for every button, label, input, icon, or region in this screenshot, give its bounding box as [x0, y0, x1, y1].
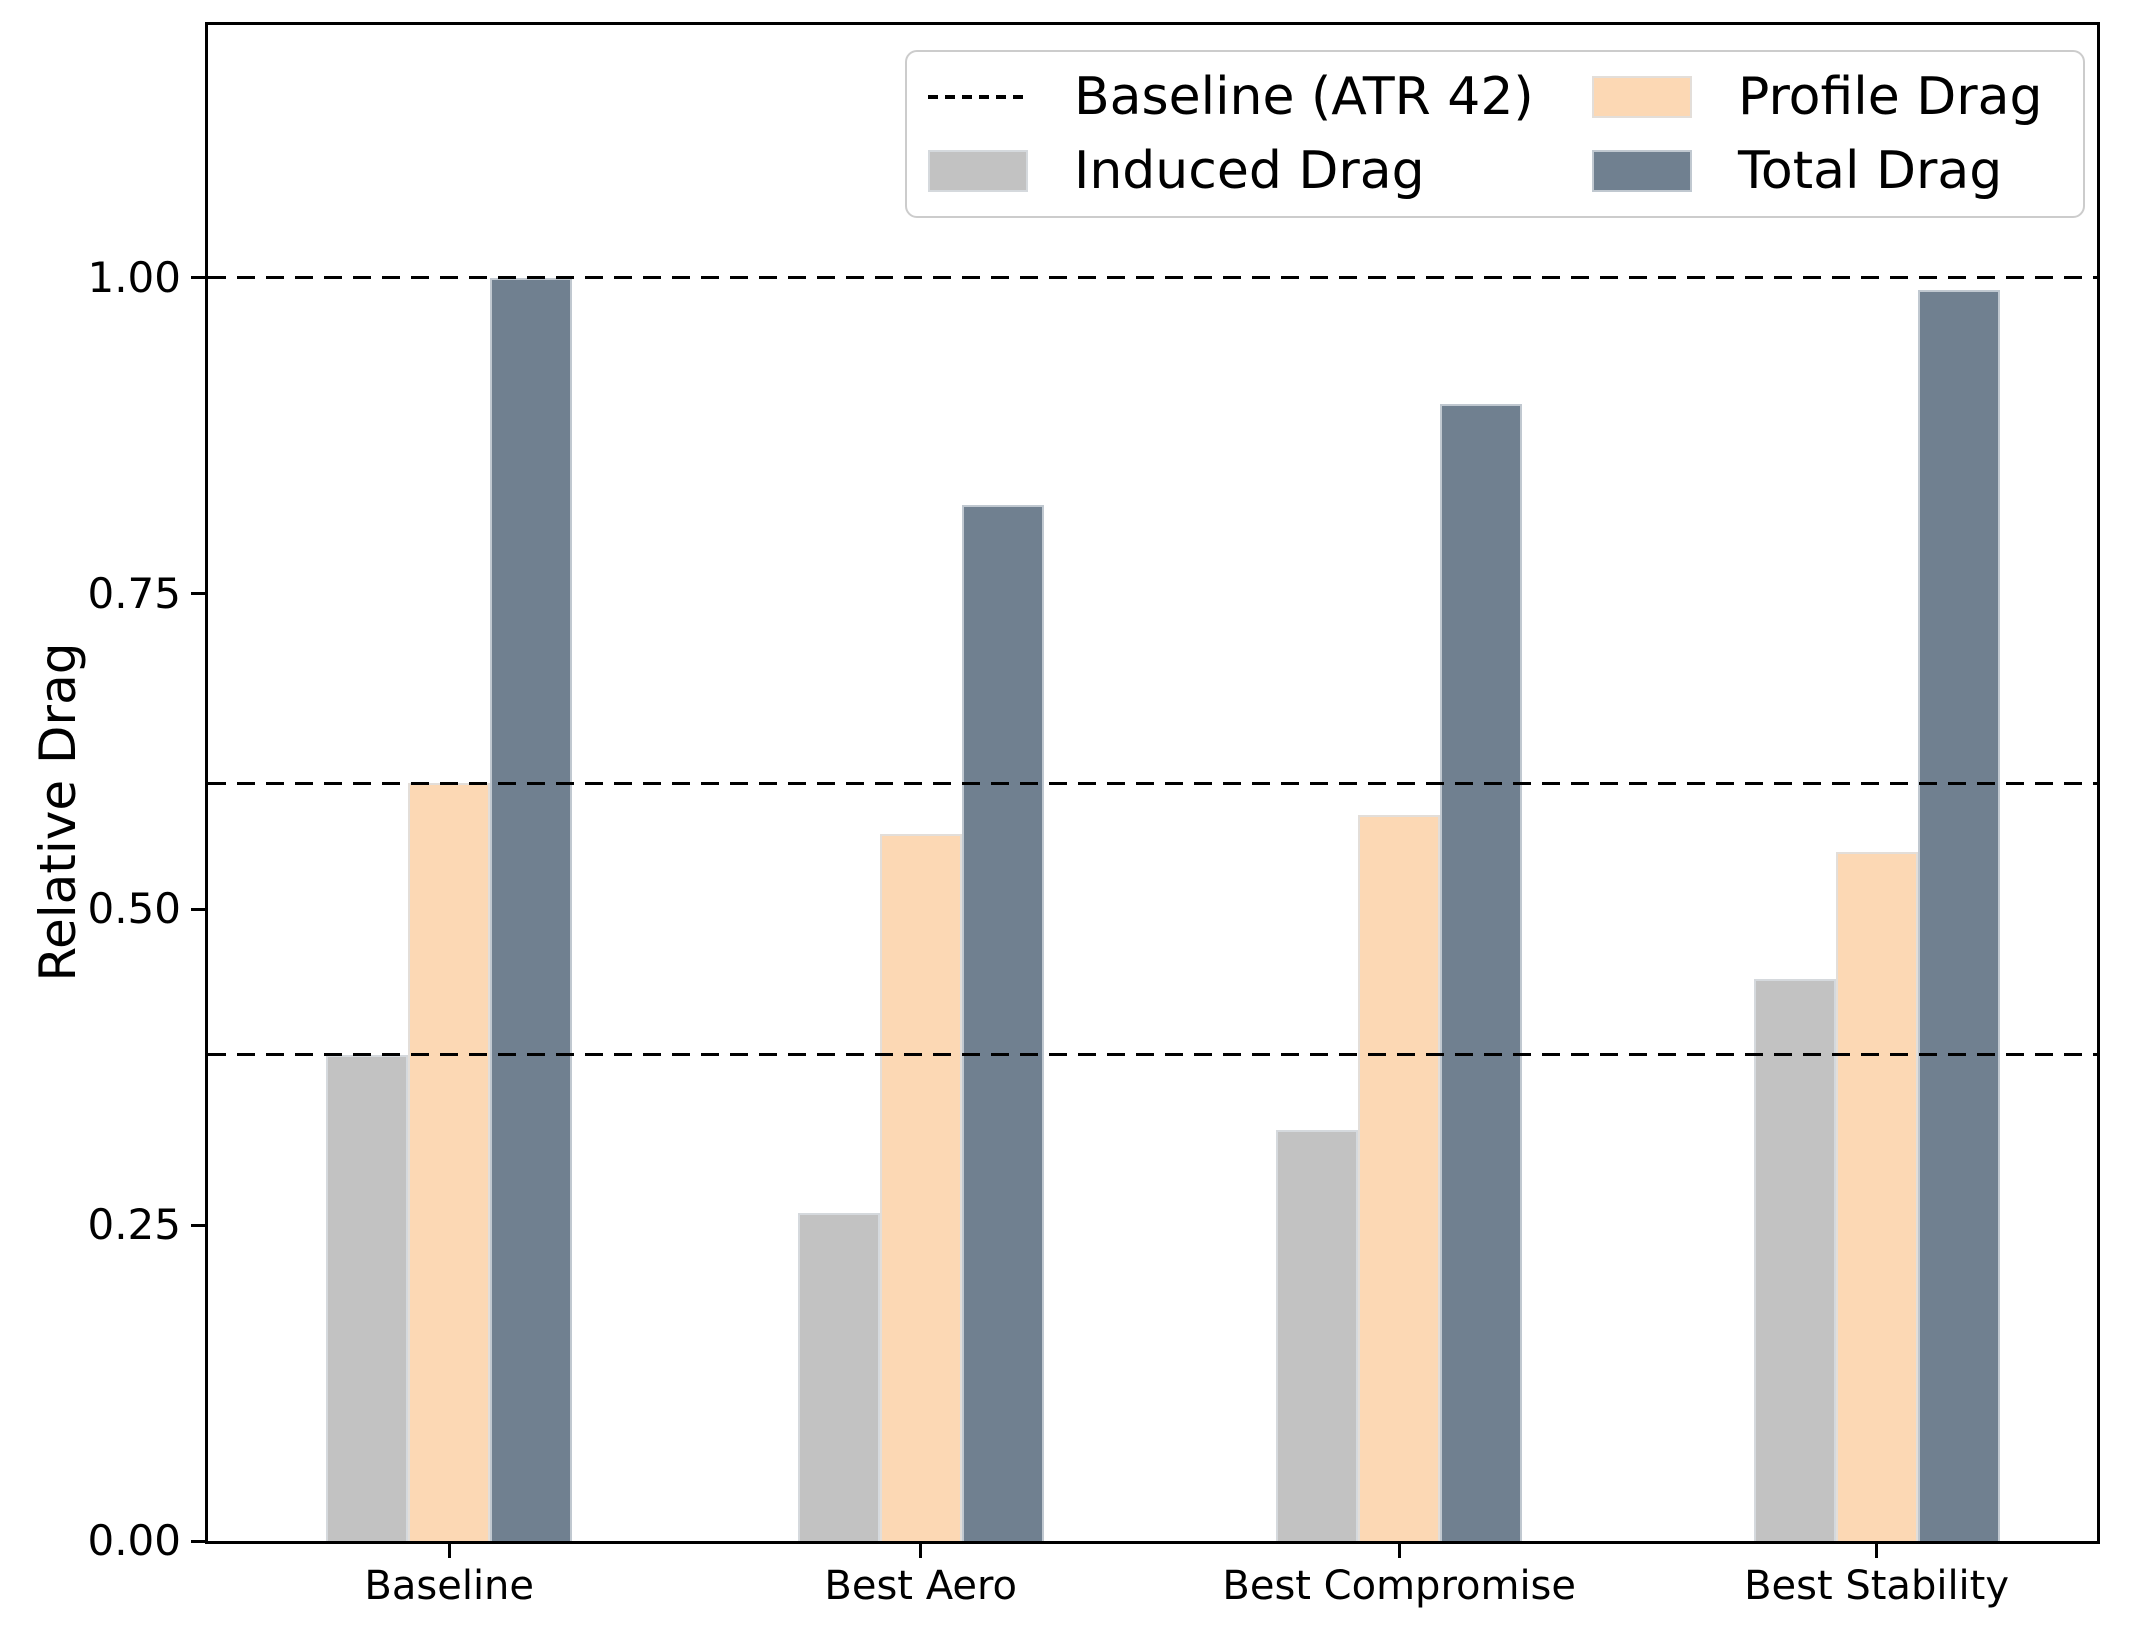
- dashed-line-swatch: [928, 95, 1028, 99]
- legend-item-baseline: Baseline (ATR 42): [928, 67, 1592, 127]
- bar-profile-drag-best-compromise: [1358, 814, 1441, 1541]
- y-tick-mark: [191, 276, 205, 280]
- bar-induced-drag-best-compromise: [1276, 1130, 1359, 1541]
- bar-profile-drag-best-stability: [1835, 852, 1918, 1541]
- x-tick-label-best-compromise: Best Compromise: [1222, 1563, 1577, 1609]
- legend: Baseline (ATR 42) Induced Drag Profile D…: [905, 50, 2085, 218]
- legend-label: Baseline (ATR 42): [1074, 67, 1534, 127]
- bar-total-drag-best-compromise: [1440, 404, 1523, 1541]
- bar-total-drag-best-aero: [961, 505, 1044, 1541]
- y-tick-label: 0.25: [87, 1200, 181, 1250]
- baseline-reference-line: [208, 781, 2097, 785]
- profile-drag-swatch: [1592, 76, 1692, 118]
- bar-induced-drag-best-aero: [797, 1212, 880, 1541]
- baseline-reference-line: [208, 276, 2097, 280]
- y-tick-mark: [191, 1539, 205, 1543]
- legend-item-total-drag: Total Drag: [1592, 141, 2073, 201]
- legend-label: Induced Drag: [1074, 141, 1425, 201]
- legend-item-induced-drag: Induced Drag: [928, 141, 1592, 201]
- x-tick-label-best-aero: Best Aero: [824, 1563, 1018, 1609]
- bar-profile-drag-baseline: [408, 783, 491, 1541]
- baseline-reference-line: [208, 1053, 2097, 1057]
- legend-label: Profile Drag: [1738, 67, 2043, 127]
- y-tick-mark: [191, 1223, 205, 1227]
- x-tick-mark: [919, 1544, 923, 1558]
- bar-total-drag-baseline: [490, 277, 573, 1541]
- y-tick-label: 0.00: [87, 1516, 181, 1565]
- y-tick-mark: [191, 907, 205, 911]
- bar-induced-drag-baseline: [326, 1054, 409, 1541]
- x-tick-label-baseline: Baseline: [364, 1563, 535, 1609]
- y-tick-label: 0.75: [87, 568, 181, 618]
- bar-total-drag-best-stability: [1917, 290, 2000, 1541]
- plot-area: 0.00 0.25 0.50 0.75 1.00 Baseline Best Aero Bes…: [87, 22, 2100, 1609]
- legend-label: Total Drag: [1738, 141, 2003, 201]
- y-tick-label: 0.50: [87, 884, 181, 934]
- x-tick-mark: [1875, 1544, 1879, 1558]
- y-axis-title: Relative Drag: [29, 642, 87, 982]
- y-tick-label: 1.00: [87, 252, 181, 302]
- total-drag-swatch: [1592, 150, 1692, 192]
- x-tick-mark: [447, 1544, 451, 1558]
- x-tick-label-best-stability: Best Stability: [1744, 1563, 2010, 1609]
- x-tick-mark: [1397, 1544, 1401, 1558]
- bar-induced-drag-best-stability: [1753, 978, 1836, 1541]
- bar-profile-drag-best-aero: [879, 833, 962, 1541]
- y-tick-mark: [191, 592, 205, 595]
- induced-drag-swatch: [928, 150, 1028, 192]
- legend-item-profile-drag: Profile Drag: [1592, 67, 2073, 127]
